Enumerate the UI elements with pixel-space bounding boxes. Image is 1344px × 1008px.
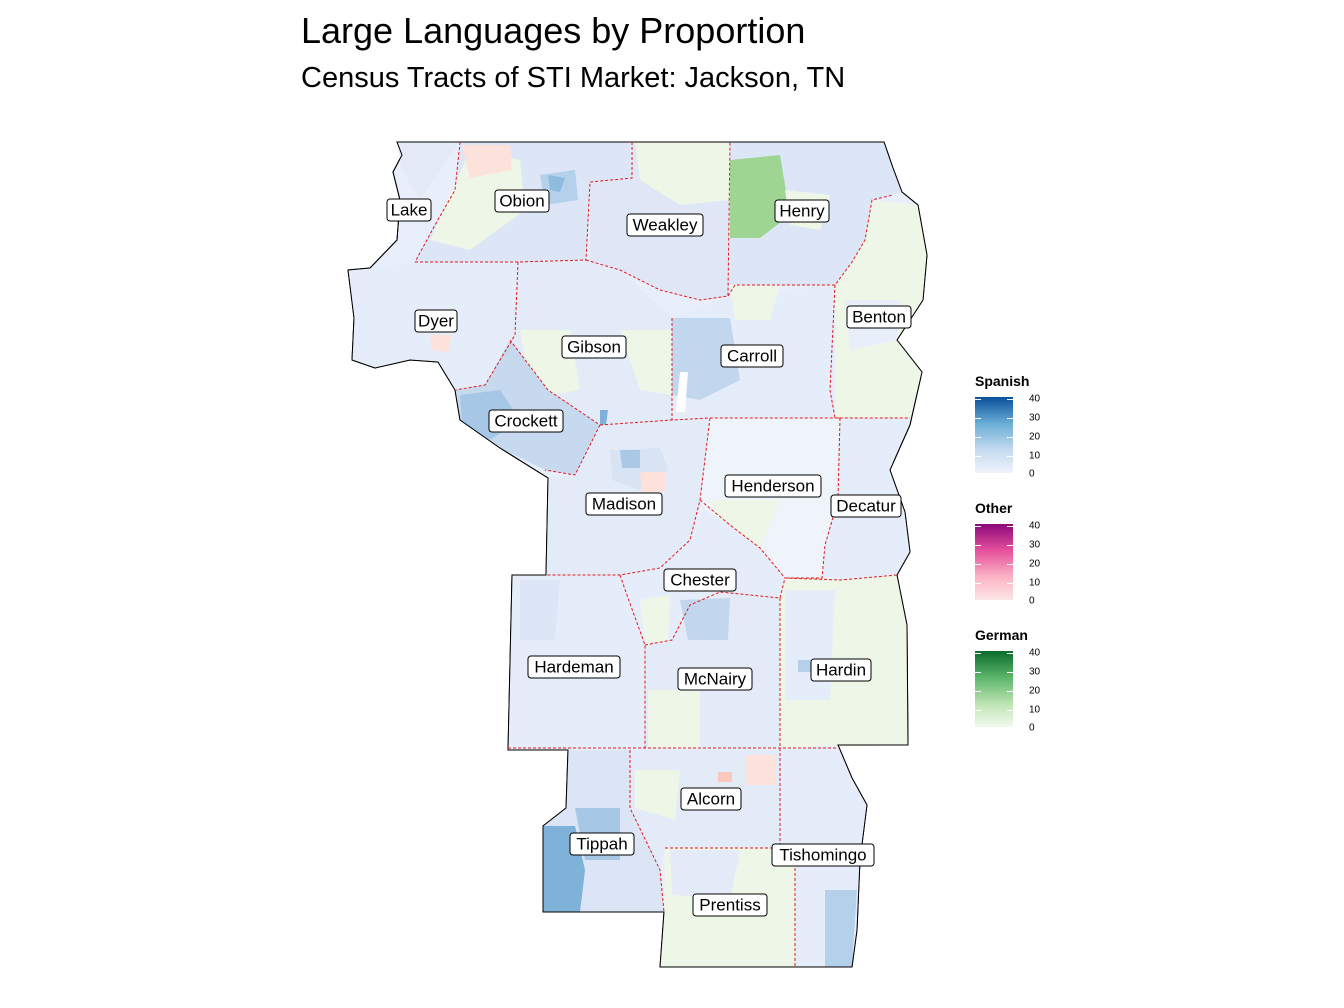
county-name: Madison (592, 495, 656, 514)
county-label-benton: Benton (846, 305, 912, 329)
county-name: Alcorn (687, 790, 735, 809)
county-name: Benton (852, 308, 906, 327)
chart-subtitle: Census Tracts of STI Market: Jackson, TN (301, 62, 846, 94)
legend-tick-label: 0 (1029, 468, 1035, 480)
county-label-carroll: Carroll (720, 344, 784, 368)
legend-spanish: Spanish 40 30 20 10 0 (975, 373, 1040, 480)
county-name: Tishomingo (779, 846, 866, 865)
legend-tick-label: 20 (1029, 431, 1041, 443)
legend-title: Spanish (975, 373, 1030, 389)
legend-title: German (975, 627, 1028, 643)
county-label-mcnairy: McNairy (677, 667, 753, 691)
chart-title: Large Languages by Proportion (301, 10, 806, 51)
county-name: Hardin (816, 661, 866, 680)
legend-tick-label: 10 (1029, 704, 1041, 716)
county-label-crockett: Crockett (488, 409, 564, 433)
legend-colorbar (975, 524, 1013, 600)
county-name: Gibson (567, 338, 621, 357)
county-name: Weakley (633, 216, 698, 235)
county-label-chester: Chester (663, 568, 737, 592)
county-label-hardeman: Hardeman (527, 655, 621, 679)
county-name: Prentiss (699, 896, 760, 915)
county-name: Henry (779, 202, 825, 221)
tract-fills (348, 142, 927, 967)
county-label-tishomingo: Tishomingo (771, 843, 875, 867)
legend-tick-label: 40 (1029, 393, 1041, 405)
legend-tick-label: 10 (1029, 450, 1041, 462)
county-label-decatur: Decatur (830, 494, 902, 518)
county-boundaries (414, 141, 910, 967)
legend-german: German 40 30 20 10 0 (975, 627, 1040, 734)
county-name: Crockett (494, 412, 558, 431)
legend-title: Other (975, 500, 1013, 516)
county-name: McNairy (684, 670, 747, 689)
county-name: Dyer (418, 312, 454, 331)
market-outline (347, 141, 928, 968)
legend-colorbar (975, 651, 1013, 727)
county-name: Carroll (727, 347, 777, 366)
legend-tick-label: 20 (1029, 685, 1041, 697)
county-label-prentiss: Prentiss (692, 893, 768, 917)
county-labels: Lake Obion Weakley Henry Dyer Benton Gib… (386, 189, 912, 917)
legend-tick-label: 0 (1029, 722, 1035, 734)
legend-tick-label: 10 (1029, 577, 1041, 589)
legend-other: Other 40 30 20 10 0 (975, 500, 1040, 607)
legend-tick-label: 30 (1029, 412, 1041, 424)
county-label-lake: Lake (386, 198, 432, 222)
county-name: Obion (499, 192, 544, 211)
county-label-henry: Henry (774, 199, 830, 223)
county-name: Chester (670, 571, 730, 590)
county-label-hardin: Hardin (810, 658, 872, 682)
legend-tick-label: 30 (1029, 539, 1041, 551)
county-label-henderson: Henderson (724, 474, 822, 498)
legend-tick-label: 40 (1029, 647, 1041, 659)
county-label-alcorn: Alcorn (680, 787, 742, 811)
county-label-dyer: Dyer (414, 309, 458, 333)
legend-tick-label: 40 (1029, 520, 1041, 532)
county-label-obion: Obion (494, 189, 550, 213)
county-name: Lake (391, 201, 428, 220)
legend-tick-label: 20 (1029, 558, 1041, 570)
county-name: Decatur (836, 497, 896, 516)
county-label-gibson: Gibson (561, 335, 627, 359)
legend-tick-label: 0 (1029, 595, 1035, 607)
county-name: Hardeman (534, 658, 613, 677)
county-label-madison: Madison (585, 492, 663, 516)
county-name: Henderson (731, 477, 814, 496)
county-label-weakley: Weakley (626, 213, 704, 237)
legend-colorbar (975, 397, 1013, 473)
county-label-tippah: Tippah (569, 832, 635, 856)
legend-tick-label: 30 (1029, 666, 1041, 678)
county-name: Tippah (576, 835, 627, 854)
